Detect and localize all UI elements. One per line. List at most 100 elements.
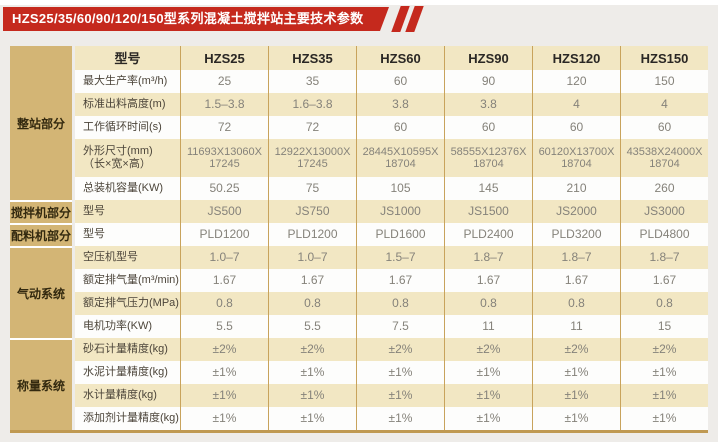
row-label: 空压机型号: [83, 251, 138, 263]
value-cell: ±1%: [268, 407, 356, 430]
value-cell: ±2%: [444, 338, 532, 361]
row-label: 水计量精度(kg): [83, 389, 157, 401]
value-cell: ±1%: [268, 361, 356, 384]
value-cell: 0.8: [268, 292, 356, 315]
value-cell: PLD1200: [268, 223, 356, 246]
value-cell: 72: [268, 116, 356, 139]
table-row: 水计量精度(kg) ±1% ±1% ±1% ±1% ±1% ±1%: [75, 384, 708, 407]
row-label: 标准出料高度(m): [83, 98, 166, 110]
value-cell: 28445X10595X 18704: [356, 139, 444, 177]
value-cell: JS2000: [532, 200, 620, 223]
value-cell: 1.8–7: [532, 246, 620, 269]
value-cell: 4: [620, 93, 708, 116]
value-cell: 1.67: [180, 269, 268, 292]
table-bottom-border: [10, 430, 708, 433]
value-cell: ±1%: [180, 407, 268, 430]
value-cell: 0.8: [620, 292, 708, 315]
section-label: 称量系统: [10, 338, 72, 430]
table-row: 型号 PLD1200 PLD1200 PLD1600 PLD2400 PLD3200 PLD…: [75, 223, 708, 246]
value-cell: ±1%: [356, 361, 444, 384]
model-header-cell: HZS150: [620, 46, 708, 70]
value-cell: ±1%: [620, 407, 708, 430]
value-cell: 120: [532, 70, 620, 93]
table-row: 标准出料高度(m) 1.5–3.8 1.6–3.8 3.8 3.8 4 4: [75, 93, 708, 116]
value-cell: 1.67: [444, 269, 532, 292]
value-cell: PLD1200: [180, 223, 268, 246]
section-label: 配料机部分: [10, 223, 72, 246]
value-cell: 60: [356, 70, 444, 93]
value-cell: 7.5: [356, 315, 444, 338]
title-banner: HZS25/35/60/90/120/150型系列混凝土搅拌站主要技术参数: [3, 7, 389, 31]
value-cell: ±1%: [532, 361, 620, 384]
value-cell: 1.0–7: [268, 246, 356, 269]
table-row: 水泥计量精度(kg) ±1% ±1% ±1% ±1% ±1% ±1%: [75, 361, 708, 384]
value-cell: 260: [620, 177, 708, 200]
value-cell: 60: [356, 116, 444, 139]
page-title: HZS25/35/60/90/120/150型系列混凝土搅拌站主要技术参数: [12, 11, 364, 26]
value-cell: ±2%: [620, 338, 708, 361]
value-cell: PLD3200: [532, 223, 620, 246]
table-row: 型号 JS500 JS750 JS1000 JS1500 JS2000 JS3000: [75, 200, 708, 223]
row-label: 额定排气量(m³/min): [83, 274, 179, 286]
section-label: 气动系统: [10, 246, 72, 338]
value-cell: 11: [532, 315, 620, 338]
value-cell: ±1%: [532, 384, 620, 407]
value-cell: 60120X13700X 18704: [532, 139, 620, 177]
section-label: 整站部分: [10, 46, 72, 200]
value-cell: 11: [444, 315, 532, 338]
value-cell: PLD2400: [444, 223, 532, 246]
value-cell: 1.6–3.8: [268, 93, 356, 116]
value-cell: 1.67: [356, 269, 444, 292]
value-cell: ±1%: [356, 407, 444, 430]
row-label: 砂石计量精度(kg): [83, 343, 168, 355]
table-row: 额定排气压力(MPa) 0.8 0.8 0.8 0.8 0.8 0.8: [75, 292, 708, 315]
value-cell: 60: [444, 116, 532, 139]
row-label: 型号: [83, 205, 105, 217]
value-cell: JS1000: [356, 200, 444, 223]
value-cell: JS1500: [444, 200, 532, 223]
value-cell: ±1%: [444, 361, 532, 384]
model-header-cell: HZS120: [532, 46, 620, 70]
value-cell: 5.5: [180, 315, 268, 338]
value-cell: 145: [444, 177, 532, 200]
value-cell: 58555X12376X 18704: [444, 139, 532, 177]
value-cell: 0.8: [180, 292, 268, 315]
value-cell: 1.5–3.8: [180, 93, 268, 116]
value-cell: ±1%: [620, 361, 708, 384]
value-cell: ±1%: [620, 384, 708, 407]
row-label: 添加剂计量精度(kg): [83, 412, 179, 424]
value-cell: ±1%: [356, 384, 444, 407]
value-cell: 90: [444, 70, 532, 93]
row-label: 电机功率(KW): [83, 320, 153, 332]
value-cell: 0.8: [444, 292, 532, 315]
table-row: 空压机型号 1.0–7 1.0–7 1.5–7 1.8–7 1.8–7 1.8–7: [75, 246, 708, 269]
table-row: 电机功率(KW) 5.5 5.5 7.5 11 11 15: [75, 315, 708, 338]
value-cell: 0.8: [356, 292, 444, 315]
value-cell: 210: [532, 177, 620, 200]
value-cell: ±2%: [356, 338, 444, 361]
table-row: 总装机容量(KW) 50.25 75 105 145 210 260: [75, 177, 708, 200]
row-label: 总装机容量(KW): [83, 182, 164, 194]
value-cell: ±1%: [180, 384, 268, 407]
value-cell: 4: [532, 93, 620, 116]
section-label: 搅拌机部分: [10, 200, 72, 223]
table-row: 工作循环时间(s) 72 72 60 60 60 60: [75, 116, 708, 139]
model-header-cell: HZS60: [356, 46, 444, 70]
value-cell: 25: [180, 70, 268, 93]
value-cell: 0.8: [532, 292, 620, 315]
value-cell: PLD4800: [620, 223, 708, 246]
value-cell: 3.8: [356, 93, 444, 116]
value-cell: 1.0–7: [180, 246, 268, 269]
value-cell: ±2%: [532, 338, 620, 361]
row-label: 最大生产率(m³/h): [83, 75, 168, 87]
model-header-label: 型号: [114, 50, 141, 66]
value-cell: 5.5: [268, 315, 356, 338]
table-row: 额定排气量(m³/min) 1.67 1.67 1.67 1.67 1.67 1.67: [75, 269, 708, 292]
value-cell: ±2%: [180, 338, 268, 361]
row-label: 额定排气压力(MPa): [83, 297, 179, 309]
value-cell: ±1%: [444, 407, 532, 430]
value-cell: 1.67: [268, 269, 356, 292]
table-content: 型号 HZS25 HZS35 HZS60 HZS90 HZS120 HZS150 最大生产率(…: [75, 46, 708, 430]
row-label: 工作循环时间(s): [83, 121, 162, 133]
table-row: 最大生产率(m³/h) 25 35 60 90 120 150: [75, 70, 708, 93]
